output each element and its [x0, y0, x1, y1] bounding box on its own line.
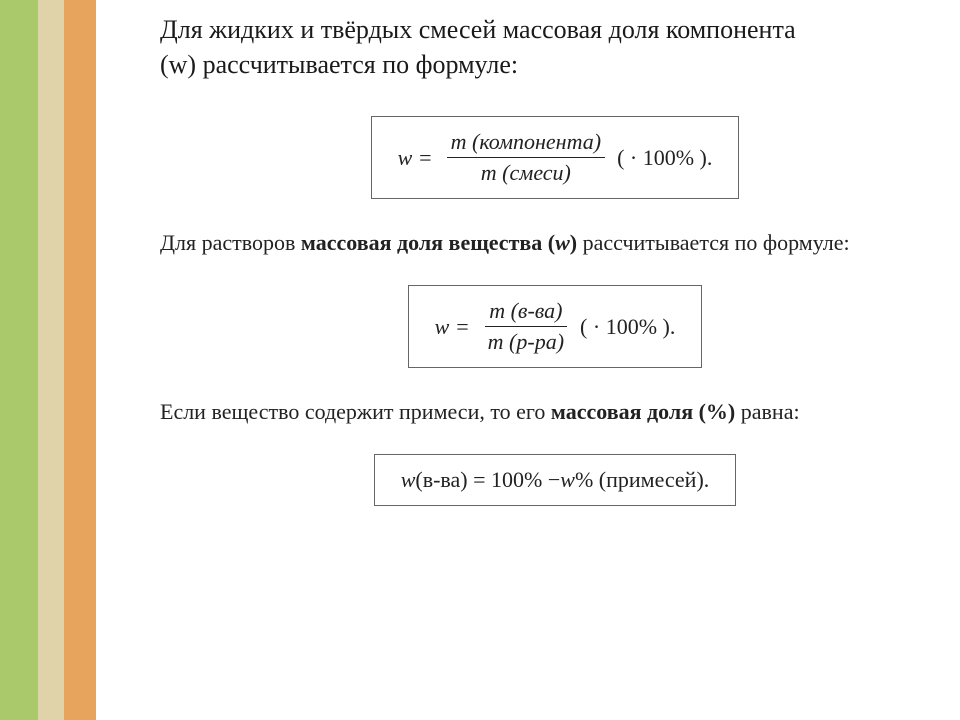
para1-pre: Для растворов: [160, 230, 301, 255]
formula-3: w (в-ва) = 100% − w% (примесей).: [401, 467, 710, 493]
formula3-rhs-rest: % (примесей).: [575, 467, 709, 493]
formula1-den: m (смеси): [477, 158, 575, 186]
formula-box-1: w = m (компонента) m (смеси) ( · 100% ).: [371, 116, 740, 199]
para1-bold-var: w: [555, 230, 570, 255]
formula3-lhs-var: w: [401, 467, 416, 493]
formula1-fraction: m (компонента) m (смеси): [447, 129, 605, 186]
sidebar-bar-2: [38, 0, 64, 720]
paragraph-2: Если вещество содержит примеси, то его м…: [160, 396, 950, 428]
formula1-lhs: w =: [398, 145, 433, 171]
formula2-rhs: ( · 100% ).: [580, 314, 675, 340]
para1-bold: массовая доля вещества (: [301, 230, 555, 255]
para2-pre: Если вещество содержит примеси, то его: [160, 399, 551, 424]
formula2-lhs: w =: [435, 314, 470, 340]
formula3-lhs-rest: (в-ва) = 100% −: [415, 467, 560, 493]
formula-1: w = m (компонента) m (смеси) ( · 100% ).: [398, 129, 713, 186]
slide: Для жидких и твёрдых смесей массовая дол…: [0, 0, 960, 720]
formula2-den: m (р-ра): [484, 327, 568, 355]
content-area: Для жидких и твёрдых смесей массовая дол…: [160, 12, 950, 516]
sidebar-bar-3: [64, 0, 96, 720]
formula1-num: m (компонента): [447, 129, 605, 158]
formula2-fraction: m (в-ва) m (р-ра): [484, 298, 568, 355]
intro-line-2: (w) рассчитывается по формуле:: [160, 50, 518, 79]
formula3-rhs-var: w: [560, 467, 575, 493]
para1-post: рассчитывается по формуле:: [577, 230, 850, 255]
para1-bold-tail: ): [570, 230, 577, 255]
decorative-sidebar: [0, 0, 110, 720]
formula1-rhs: ( · 100% ).: [617, 145, 712, 171]
paragraph-1: Для растворов массовая доля вещества (w)…: [160, 227, 950, 259]
formula2-num: m (в-ва): [485, 298, 566, 327]
intro-line-1: Для жидких и твёрдых смесей массовая дол…: [160, 15, 796, 44]
formula-2: w = m (в-ва) m (р-ра) ( · 100% ).: [435, 298, 676, 355]
formula-box-2: w = m (в-ва) m (р-ра) ( · 100% ).: [408, 285, 703, 368]
intro-text: Для жидких и твёрдых смесей массовая дол…: [160, 12, 950, 82]
para2-bold: массовая доля (%): [551, 399, 735, 424]
formula-box-3: w (в-ва) = 100% − w% (примесей).: [374, 454, 737, 506]
para2-post: равна:: [735, 399, 799, 424]
sidebar-bar-1: [0, 0, 38, 720]
